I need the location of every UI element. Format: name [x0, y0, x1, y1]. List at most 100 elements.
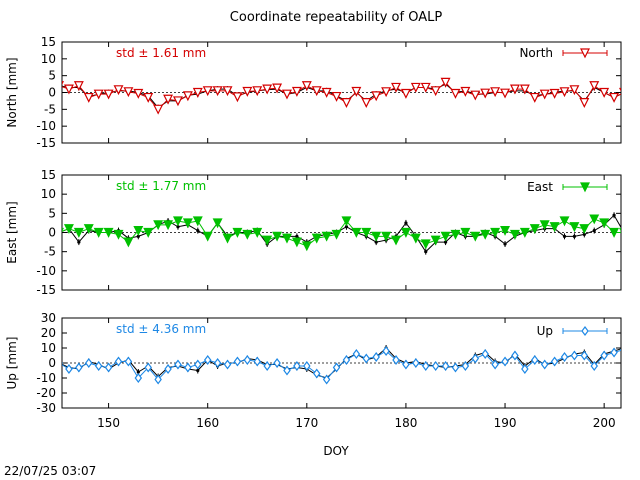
data-point [371, 231, 382, 242]
data-point [263, 361, 271, 371]
data-point [610, 347, 618, 358]
series-line [62, 218, 621, 247]
timestamp: 22/07/25 03:07 [4, 464, 96, 478]
series-line [62, 349, 621, 381]
data-point [511, 350, 519, 361]
data-point [361, 97, 372, 108]
data-point [172, 96, 183, 107]
data-point [123, 237, 134, 248]
data-point [293, 361, 301, 371]
data-point [93, 89, 104, 100]
data-point [440, 231, 451, 242]
data-point [153, 104, 164, 115]
panels: -15 -10 -5 0 5 10 15 North [mm] std ± 1.61 mm Nor… [5, 35, 625, 430]
data-point [391, 82, 401, 93]
plot-area [57, 77, 621, 115]
data-point [519, 227, 530, 238]
data-point [569, 222, 580, 233]
data-point [62, 227, 64, 232]
data-point [481, 349, 489, 359]
data-point [153, 220, 164, 231]
data-point [311, 233, 322, 244]
data-point [194, 359, 202, 370]
data-point [461, 361, 470, 371]
x-tick-label: 160 [196, 416, 219, 430]
data-point [65, 364, 73, 374]
data-point [503, 242, 507, 246]
data-point [509, 229, 520, 240]
data-point [114, 356, 123, 367]
data-point [174, 359, 182, 370]
data-point [441, 361, 450, 371]
data-point [283, 365, 291, 376]
data-point [460, 227, 471, 238]
data-point [500, 88, 511, 99]
data-point [321, 87, 332, 98]
data-point [430, 235, 441, 246]
data-point [113, 85, 124, 96]
data-point [374, 240, 378, 244]
data-point [83, 92, 94, 103]
data-point [562, 234, 567, 238]
data-point [124, 356, 133, 367]
y-tick-label: 5 [48, 69, 56, 83]
data-point [63, 224, 74, 235]
y-tick-label: 5 [48, 206, 56, 220]
data-point [402, 359, 410, 370]
data-point [133, 88, 144, 99]
data-point [382, 346, 390, 356]
data-point [242, 86, 253, 97]
data-point [222, 86, 233, 97]
data-point [144, 362, 152, 373]
data-point [312, 368, 321, 379]
data-point [291, 86, 302, 97]
data-point [352, 349, 361, 359]
data-point [480, 229, 491, 240]
data-point [400, 88, 411, 99]
data-point [569, 85, 580, 96]
legend-label: East [527, 180, 553, 194]
data-point [252, 86, 263, 97]
legend-marker [581, 326, 589, 336]
data-point [182, 91, 193, 102]
data-point [579, 224, 590, 235]
y-tick-label: 10 [41, 52, 56, 66]
plot-area [62, 212, 625, 255]
x-tick-label: 150 [97, 416, 120, 430]
data-point [450, 88, 461, 99]
data-point [529, 224, 540, 235]
data-point [291, 237, 302, 248]
data-point [560, 352, 569, 362]
y-tick-label: 0 [48, 86, 56, 100]
data-point [203, 355, 212, 365]
data-point [272, 83, 283, 94]
data-point [531, 355, 539, 365]
series-reference-line [62, 214, 621, 253]
data-point [94, 361, 103, 371]
data-point [421, 361, 430, 371]
x-tick-label: 180 [394, 416, 417, 430]
data-point [176, 225, 180, 229]
y-tick-label: -15 [36, 136, 56, 150]
data-point [322, 374, 331, 385]
data-point [622, 231, 625, 234]
data-point [62, 81, 64, 86]
data-point [342, 355, 351, 365]
data-point [63, 84, 74, 95]
data-point [490, 87, 501, 98]
data-point [381, 87, 392, 98]
y-tick-label: 0 [48, 226, 56, 240]
data-point [253, 356, 262, 367]
data-point [351, 86, 362, 97]
y-tick-label: -5 [44, 245, 56, 259]
data-point [196, 228, 200, 233]
data-point [559, 216, 570, 227]
data-point [521, 364, 529, 374]
data-point [424, 250, 428, 254]
data-point [77, 240, 81, 244]
data-point [136, 370, 140, 374]
data-point [559, 87, 570, 98]
data-point [273, 358, 281, 368]
data-point [57, 84, 60, 87]
